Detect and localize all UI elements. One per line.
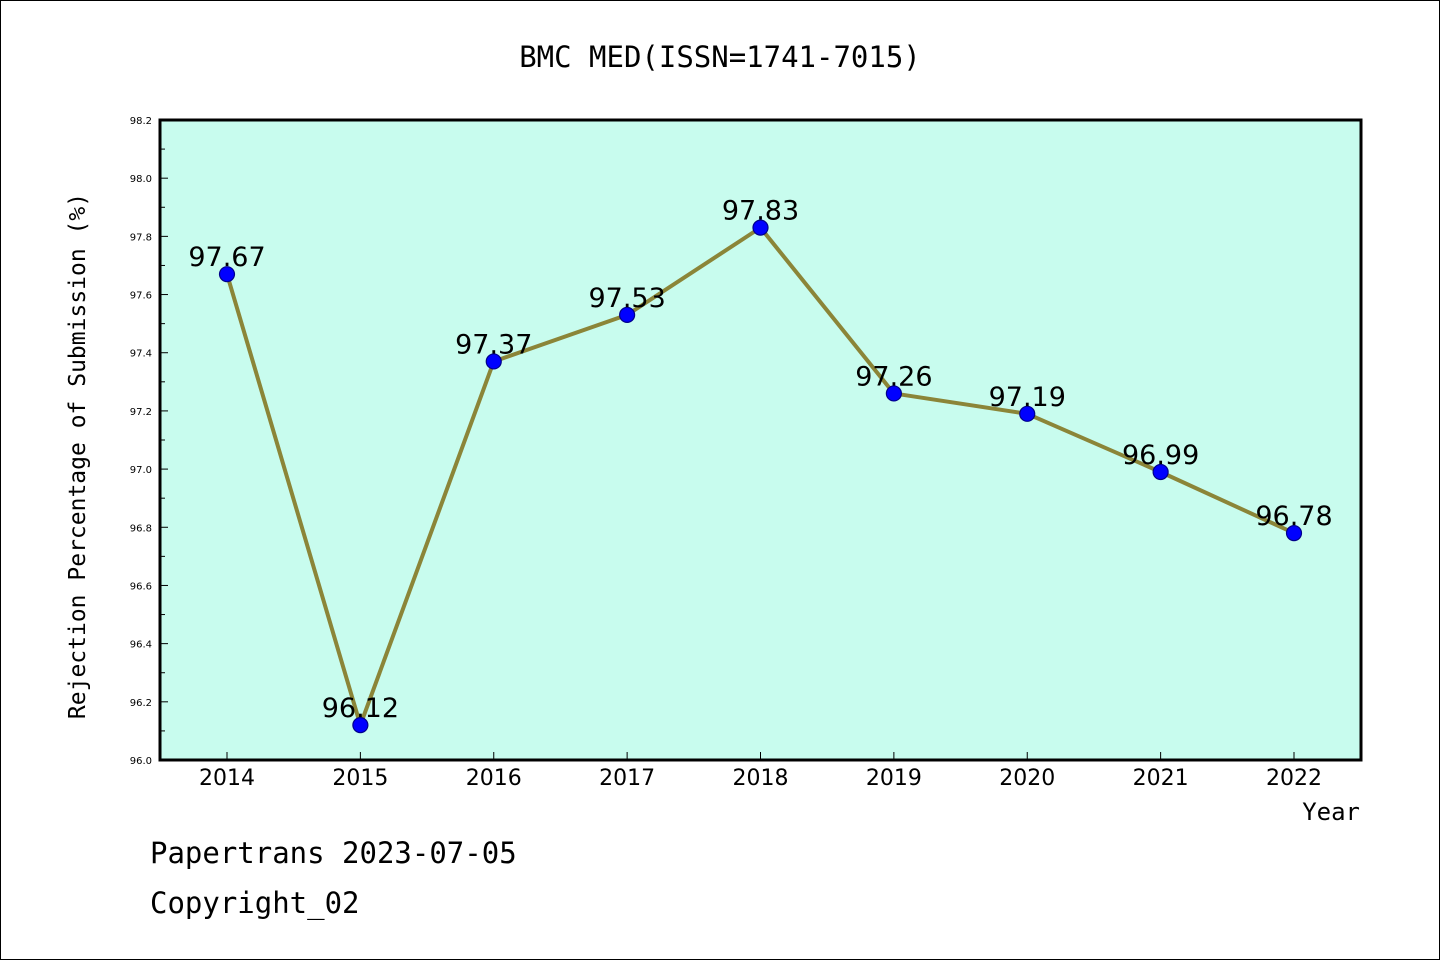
- x-axis: 2014 2015 2016 2017 2018 2019 2020 2021 2022: [199, 752, 1322, 791]
- footer-copyright: Copyright_02: [150, 886, 360, 920]
- data-point: [1152, 463, 1169, 481]
- data-point: [1285, 524, 1303, 542]
- data-label: 97.53: [588, 283, 665, 314]
- data-point: [218, 266, 236, 283]
- data-label: 97.19: [989, 382, 1066, 413]
- x-tick-label: 2018: [733, 766, 789, 791]
- x-tick-label: 2020: [999, 766, 1055, 791]
- x-tick-label: 2021: [1133, 766, 1189, 791]
- y-tick-label: 96.0: [130, 756, 152, 767]
- x-tick-label: 2022: [1266, 766, 1322, 791]
- y-tick-label: 97.0: [130, 465, 152, 476]
- data-label: 97.67: [188, 242, 265, 273]
- y-tick-label: 96.2: [130, 698, 152, 709]
- chart-title: BMC MED(ISSN=1741-7015): [519, 40, 921, 74]
- data-markers: [218, 219, 1303, 734]
- y-tick-label: 98.2: [130, 116, 152, 127]
- data-label: 96.12: [322, 693, 399, 724]
- data-point: [485, 353, 502, 370]
- y-tick-label: 96.4: [130, 640, 152, 651]
- y-tick-label: 97.8: [130, 232, 152, 243]
- data-point: [752, 219, 769, 236]
- x-axis-label: Year: [1302, 798, 1360, 826]
- y-tick-label: 97.4: [130, 349, 152, 360]
- y-tick-label: 98.0: [130, 174, 152, 185]
- x-tick-label: 2017: [599, 766, 655, 791]
- data-point: [352, 716, 369, 734]
- data-label: 96.99: [1122, 440, 1199, 471]
- data-label: 97.37: [455, 329, 532, 360]
- y-axis: 96.0 96.2 96.4 96.6 96.8 97.0 97.2 97.4 97.6 97.8…: [130, 116, 168, 767]
- y-tick-label: 96.6: [130, 581, 152, 592]
- data-label: 97.26: [855, 361, 932, 392]
- data-label: 97.83: [722, 196, 799, 227]
- x-tick-label: 2019: [866, 766, 922, 791]
- data-label: 96.78: [1255, 501, 1332, 532]
- y-tick-label: 96.8: [130, 523, 152, 534]
- x-tick-label: 2016: [466, 766, 522, 791]
- data-point: [1019, 405, 1036, 422]
- data-point: [619, 306, 636, 324]
- x-tick-label: 2014: [199, 766, 255, 791]
- footer-date: Papertrans 2023-07-05: [150, 836, 517, 870]
- data-labels: 97.67 96.12 97.37 97.53 97.83 97.26 97.19 96.99…: [188, 196, 1332, 724]
- y-axis-label: Rejection Percentage of Submission (%): [65, 193, 91, 719]
- x-tick-label: 2015: [332, 766, 388, 791]
- data-point: [885, 385, 902, 402]
- y-tick-label: 97.6: [130, 291, 152, 302]
- y-tick-label: 97.2: [130, 407, 152, 418]
